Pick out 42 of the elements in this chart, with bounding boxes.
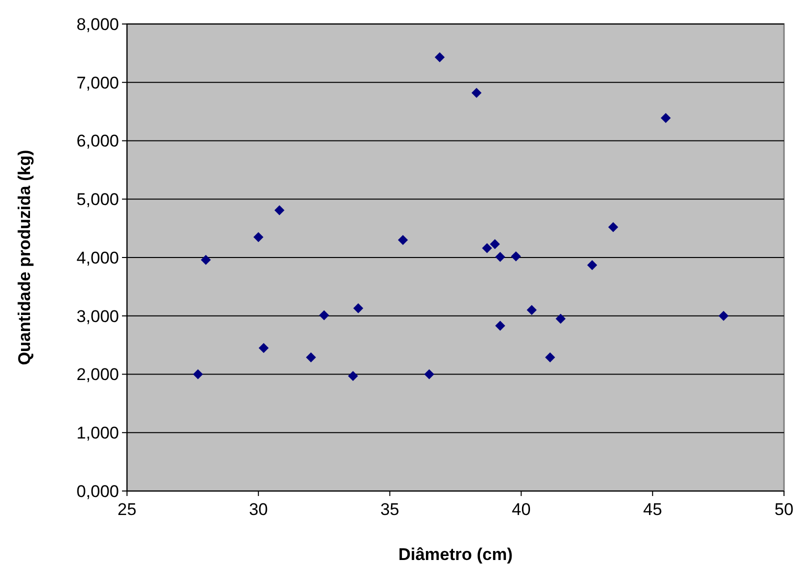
- point: [472, 88, 482, 98]
- x-tick-label: 40: [512, 500, 531, 519]
- point: [526, 305, 537, 316]
- x-axis-title: Diâmetro (cm): [398, 545, 513, 564]
- point: [495, 252, 506, 262]
- point: [434, 52, 445, 62]
- x-tick-label: 25: [118, 500, 136, 519]
- y-tick-label: 3,000: [76, 306, 119, 326]
- point: [482, 243, 492, 254]
- x-tick-label: 50: [774, 500, 794, 519]
- point: [608, 222, 618, 232]
- point: [718, 310, 729, 321]
- point: [398, 234, 408, 245]
- y-tick-label: 8,000: [76, 14, 119, 34]
- point: [510, 251, 521, 262]
- point: [660, 112, 671, 123]
- y-tick-label: 2,000: [76, 365, 119, 384]
- point: [192, 369, 203, 380]
- point: [424, 369, 434, 380]
- point: [490, 239, 500, 250]
- y-tick-label: 4,000: [76, 248, 119, 268]
- point: [319, 310, 330, 320]
- x-tick-label: 30: [248, 500, 268, 519]
- y-tick-label: 5,000: [76, 190, 119, 210]
- x-tick-label: 45: [643, 500, 662, 519]
- x-tick-label: 35: [380, 500, 400, 519]
- point: [306, 352, 316, 362]
- point: [545, 352, 556, 362]
- point: [353, 303, 364, 314]
- y-tick-label: 6,000: [76, 132, 119, 151]
- y-tick-label: 0,000: [76, 482, 119, 501]
- point: [274, 205, 284, 216]
- point: [556, 314, 566, 324]
- point: [253, 232, 264, 242]
- y-tick-label: 7,000: [76, 73, 119, 92]
- point: [495, 320, 506, 331]
- point: [200, 254, 211, 265]
- point: [348, 371, 358, 381]
- point: [587, 260, 598, 270]
- point: [258, 342, 269, 353]
- y-tick-label: 1,000: [76, 424, 119, 443]
- y-axis-title: Quantidade produzida (kg): [14, 150, 34, 366]
